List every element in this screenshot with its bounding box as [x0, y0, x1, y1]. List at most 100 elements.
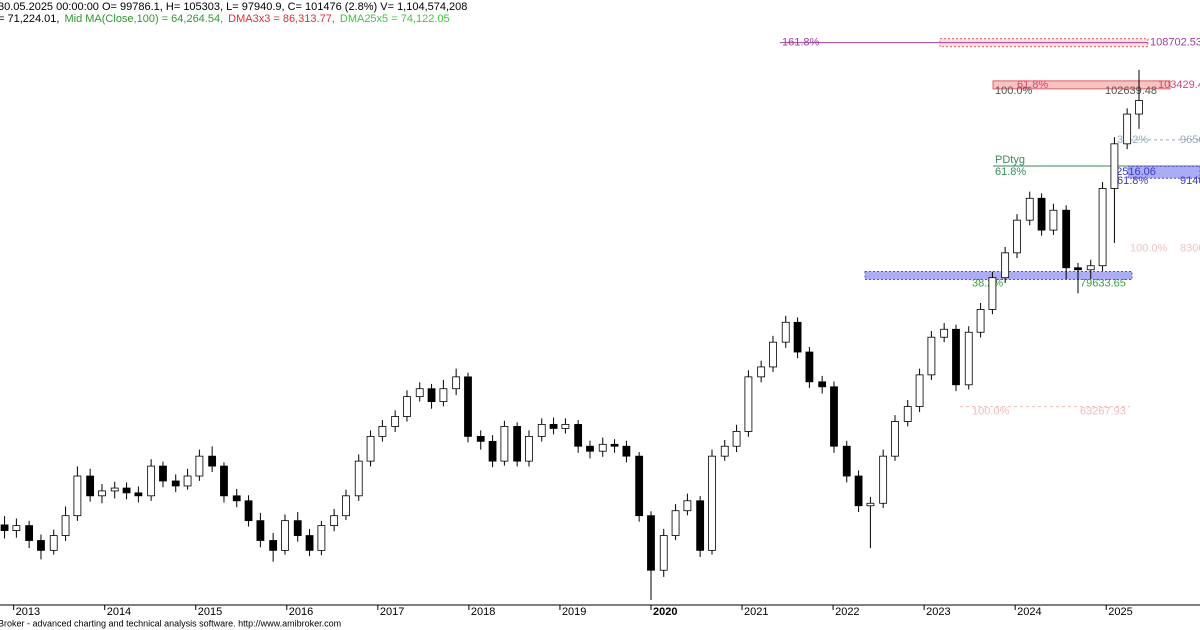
- candle-body: [610, 443, 619, 447]
- level-zone: [992, 80, 1171, 90]
- level-label: 9656: [1180, 134, 1200, 146]
- x-tick-label: 2021: [744, 606, 768, 618]
- level-zone: [864, 270, 1133, 280]
- candle-body: [915, 374, 924, 407]
- level-label: PDtyg: [995, 154, 1025, 166]
- candle-body: [561, 424, 570, 429]
- candle-body: [110, 487, 119, 492]
- footer: Broker - advanced charting and technical…: [0, 618, 341, 628]
- candle-body: [1049, 209, 1058, 231]
- level-label: 92516.06: [1110, 166, 1156, 178]
- candle-body: [1135, 100, 1143, 115]
- candle-body: [378, 426, 387, 437]
- candle-body: [586, 445, 594, 452]
- candle-body: [134, 492, 143, 497]
- candle-body: [1025, 197, 1034, 221]
- candle-body: [86, 475, 95, 497]
- x-tick-label: 2015: [198, 606, 222, 618]
- candle-body: [525, 435, 533, 462]
- level-label: 38.2%: [972, 277, 1003, 289]
- candle-body: [1001, 252, 1010, 279]
- level-label: 102639.48: [1105, 85, 1157, 97]
- candle-body: [12, 525, 21, 531]
- candle-body: [574, 424, 583, 447]
- candle-body: [98, 490, 106, 497]
- candle-body: [647, 515, 655, 571]
- candle-body: [1098, 188, 1107, 267]
- candle-body: [0, 524, 9, 531]
- indicator-line: = 71,224.01, Mid MA(Close,100) = 64,264.5…: [0, 13, 450, 25]
- x-tick-label: 2020: [653, 606, 677, 618]
- indicator-text: Mid MA(Close,100) = 64,264.54,: [64, 13, 223, 25]
- candle-body: [659, 535, 668, 571]
- candle-body: [927, 336, 936, 376]
- candle-body: [879, 455, 888, 504]
- candle-body: [305, 535, 314, 551]
- candle-body: [732, 431, 741, 447]
- candle-body: [25, 525, 34, 541]
- candle-body: [1086, 265, 1095, 271]
- candle-body: [781, 321, 790, 343]
- indicator-text: DMA3x3 = 86,313.77,: [228, 13, 335, 25]
- candle-body: [940, 328, 949, 338]
- candle-body: [720, 445, 729, 457]
- candle-body: [427, 388, 436, 403]
- level-label: 100.0%: [1130, 242, 1168, 254]
- candle-body: [635, 455, 644, 517]
- candle-body: [415, 388, 424, 398]
- candle-body: [842, 445, 851, 477]
- candle-body: [403, 396, 411, 417]
- candle-body: [964, 331, 973, 386]
- candle-body: [366, 435, 375, 462]
- candle-body: [293, 520, 302, 536]
- candle-body: [696, 500, 705, 551]
- candle-body: [452, 376, 461, 390]
- candle-body: [391, 416, 400, 427]
- level-label: 38.2%: [1117, 134, 1148, 146]
- candle-body: [281, 520, 289, 551]
- candle-body: [891, 421, 899, 457]
- candle-body: [500, 426, 509, 462]
- candle-body: [903, 406, 912, 422]
- level-label: 103429.4: [1158, 79, 1200, 91]
- candle-body: [439, 388, 448, 403]
- candle-body: [476, 435, 485, 442]
- candle-body: [61, 515, 70, 536]
- candle-body: [757, 366, 766, 378]
- candle-body: [513, 426, 522, 462]
- candle-body: [744, 376, 753, 432]
- candle-body: [830, 386, 838, 447]
- level-label: 9140: [1180, 175, 1200, 187]
- candle-body: [342, 495, 350, 517]
- level-label: 100.0%: [972, 406, 1010, 418]
- candle-body: [147, 465, 156, 497]
- x-tick-label: 2022: [835, 606, 859, 618]
- level-label: 8300: [1180, 242, 1200, 254]
- level-label: 63267.93: [1080, 406, 1126, 418]
- candle-body: [49, 535, 58, 551]
- candle-body: [952, 328, 960, 386]
- candle-body: [183, 475, 192, 487]
- candle-body: [330, 515, 339, 527]
- candle-body: [1074, 267, 1082, 271]
- level-zone: [1127, 165, 1200, 179]
- level-label: 61.8%: [1117, 175, 1148, 187]
- x-tick-label: 2017: [380, 606, 404, 618]
- level-label: 100.0%: [995, 85, 1033, 97]
- candle-body: [195, 455, 204, 477]
- candle-body: [1062, 209, 1071, 269]
- candle-body: [1037, 197, 1046, 231]
- candle-body: [549, 424, 558, 429]
- candle-body: [683, 500, 692, 512]
- x-tick-label: 2018: [471, 606, 495, 618]
- candle-body: [622, 445, 631, 457]
- candle-body: [464, 376, 472, 437]
- candle-body: [1123, 113, 1132, 145]
- header: 30.05.2025 00:00:00 O= 99786.1, H= 10530…: [0, 1, 467, 13]
- candle-body: [854, 475, 863, 507]
- candle-body: [708, 455, 716, 551]
- indicator-text: DMA25x5 = 74,122.05: [340, 13, 450, 25]
- candle-body: [769, 341, 777, 368]
- candle-body: [1013, 219, 1021, 254]
